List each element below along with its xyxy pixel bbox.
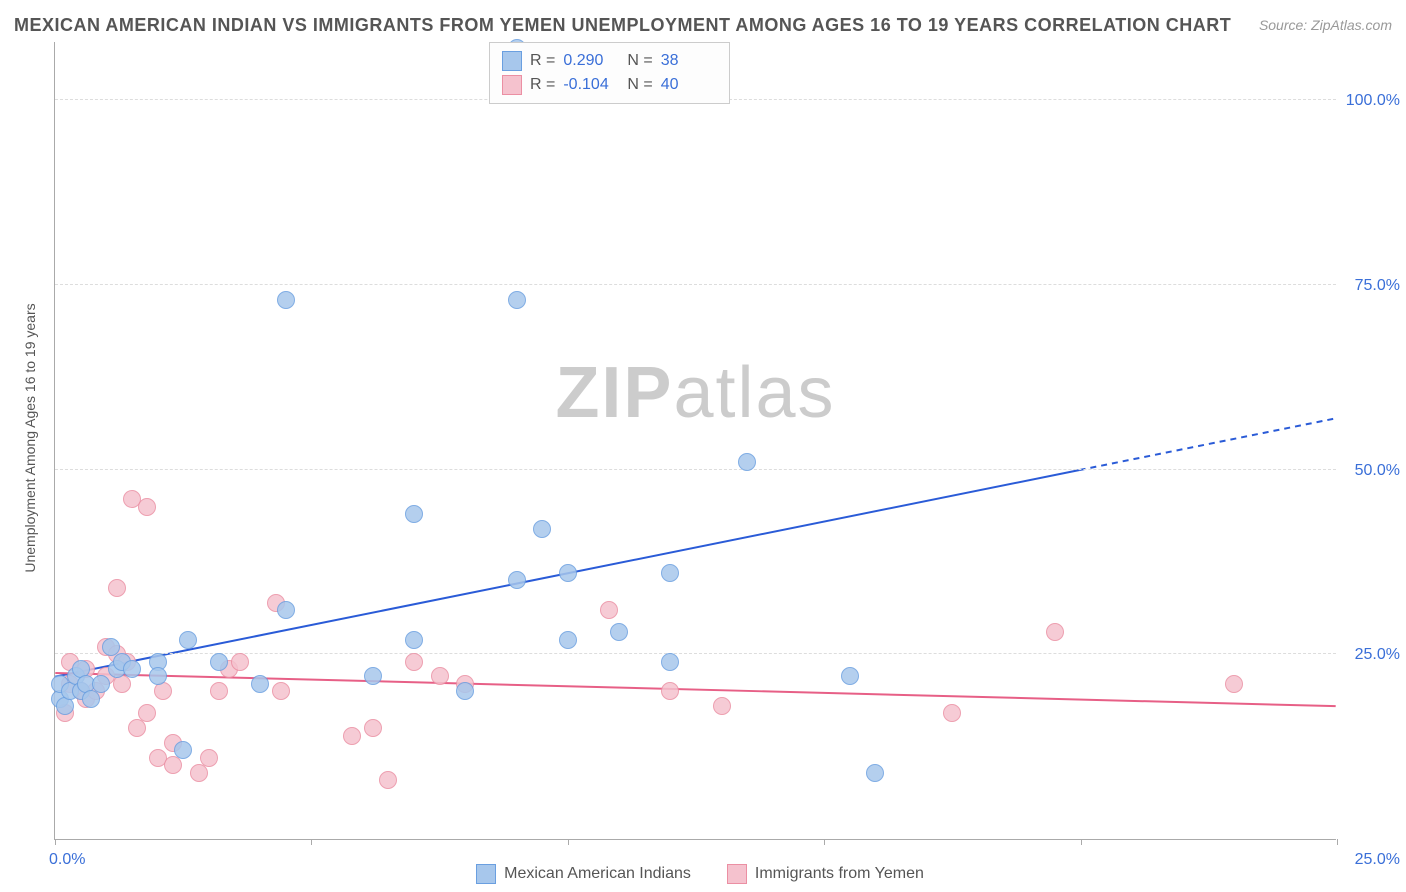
scatter-point-a — [866, 764, 884, 782]
scatter-point-b — [108, 579, 126, 597]
x-tick — [311, 839, 312, 845]
n-label: N = — [627, 49, 652, 73]
series-legend-item: Immigrants from Yemen — [727, 864, 924, 884]
scatter-point-a — [533, 520, 551, 538]
scatter-point-a — [251, 675, 269, 693]
scatter-point-a — [123, 660, 141, 678]
legend-swatch — [502, 51, 522, 71]
legend-swatch — [476, 864, 496, 884]
scatter-point-a — [405, 631, 423, 649]
series-legend: Mexican American Indians Immigrants from … — [54, 864, 1346, 884]
scatter-point-a — [179, 631, 197, 649]
scatter-point-a — [174, 741, 192, 759]
x-tick — [824, 839, 825, 845]
scatter-point-a — [277, 291, 295, 309]
x-tick-label-right: 25.0% — [1355, 851, 1400, 869]
scatter-point-b — [210, 682, 228, 700]
gridline — [55, 284, 1336, 285]
scatter-point-a — [559, 564, 577, 582]
scatter-point-b — [364, 719, 382, 737]
r-label: R = — [530, 49, 555, 73]
x-tick — [1337, 839, 1338, 845]
r-label: R = — [530, 73, 555, 97]
x-tick — [568, 839, 569, 845]
y-tick-label: 100.0% — [1346, 92, 1400, 110]
scatter-point-b — [661, 682, 679, 700]
scatter-point-b — [1225, 675, 1243, 693]
scatter-point-b — [405, 653, 423, 671]
y-tick-label: 50.0% — [1355, 462, 1400, 480]
legend-swatch — [727, 864, 747, 884]
n-label: N = — [627, 73, 652, 97]
n-value: 40 — [661, 73, 717, 97]
scatter-point-a — [92, 675, 110, 693]
scatter-point-a — [508, 571, 526, 589]
y-axis-label: Unemployment Among Ages 16 to 19 years — [22, 258, 38, 618]
scatter-point-a — [738, 453, 756, 471]
legend-swatch — [502, 75, 522, 95]
scatter-point-b — [1046, 623, 1064, 641]
series-label: Immigrants from Yemen — [755, 865, 924, 883]
scatter-point-b — [138, 704, 156, 722]
stats-legend: R = 0.290 N = 38 R = -0.104 N = 40 — [489, 42, 730, 104]
r-value: 0.290 — [563, 49, 619, 73]
n-value: 38 — [661, 49, 717, 73]
y-tick-label: 25.0% — [1355, 646, 1400, 664]
scatter-point-b — [343, 727, 361, 745]
scatter-point-a — [559, 631, 577, 649]
gridline — [55, 469, 1336, 470]
source-attribution: Source: ZipAtlas.com — [1259, 17, 1392, 33]
trend-lines — [55, 42, 1336, 839]
y-tick-label: 75.0% — [1355, 277, 1400, 295]
gridline — [55, 653, 1336, 654]
scatter-point-a — [210, 653, 228, 671]
watermark: ZIPatlas — [555, 352, 835, 434]
x-tick — [1081, 839, 1082, 845]
scatter-point-a — [405, 505, 423, 523]
scatter-point-b — [379, 771, 397, 789]
chart-plot-area: ZIPatlas R =0.290N =38R =-0.104N =40 25.… — [54, 42, 1336, 840]
chart-title: MEXICAN AMERICAN INDIAN VS IMMIGRANTS FR… — [14, 15, 1231, 36]
scatter-point-a — [661, 653, 679, 671]
scatter-point-a — [277, 601, 295, 619]
scatter-point-a — [610, 623, 628, 641]
x-tick — [55, 839, 56, 845]
r-value: -0.104 — [563, 73, 619, 97]
scatter-point-b — [272, 682, 290, 700]
scatter-point-b — [943, 704, 961, 722]
scatter-point-a — [456, 682, 474, 700]
scatter-point-a — [841, 667, 859, 685]
scatter-point-b — [713, 697, 731, 715]
scatter-point-a — [661, 564, 679, 582]
series-label: Mexican American Indians — [504, 865, 691, 883]
scatter-point-b — [600, 601, 618, 619]
scatter-point-a — [364, 667, 382, 685]
scatter-point-b — [200, 749, 218, 767]
scatter-point-b — [231, 653, 249, 671]
stats-legend-row: R = 0.290 N = 38 — [502, 49, 717, 73]
scatter-point-b — [431, 667, 449, 685]
scatter-point-b — [138, 498, 156, 516]
scatter-point-a — [508, 291, 526, 309]
stats-legend-row: R = -0.104 N = 40 — [502, 73, 717, 97]
series-legend-item: Mexican American Indians — [476, 864, 691, 884]
scatter-point-a — [149, 667, 167, 685]
